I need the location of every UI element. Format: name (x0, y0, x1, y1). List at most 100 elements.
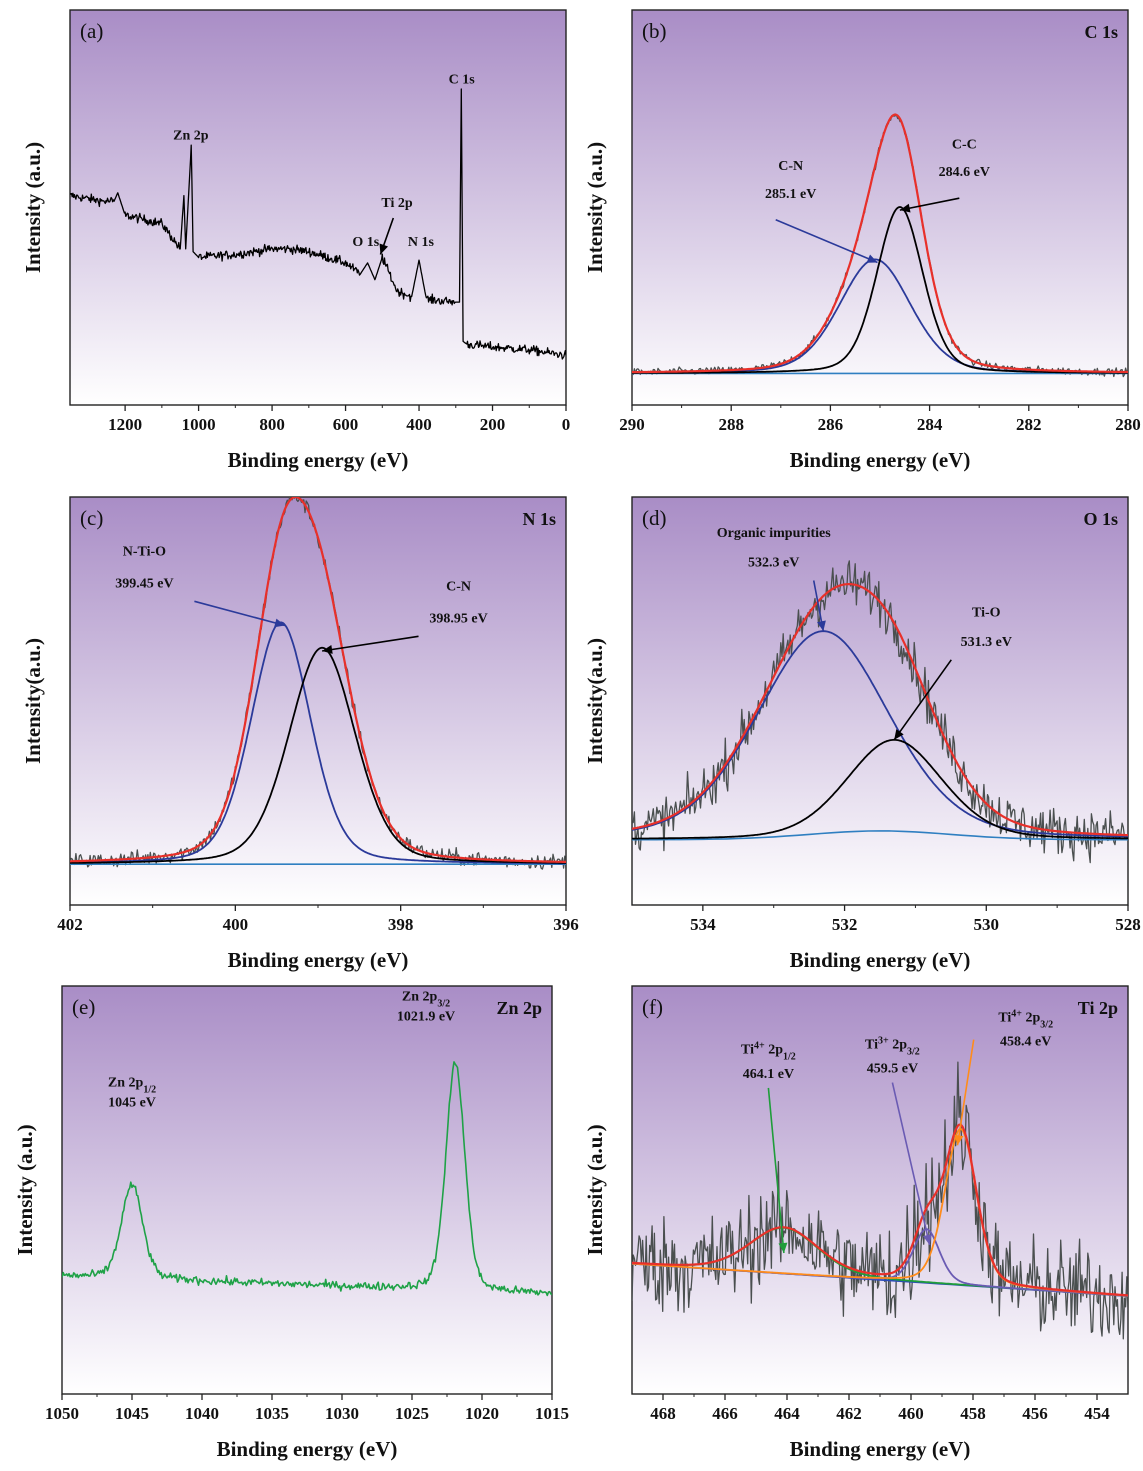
annotation-arrow (956, 1039, 975, 1146)
panel-label: (f) (642, 995, 663, 1019)
peak-annotation: 399.45 eV (115, 576, 173, 591)
peak-annotation: 532.3 eV (748, 556, 799, 571)
peak-annotation: 398.95 eV (429, 611, 487, 626)
peak-annotation: 285.1 eV (765, 187, 816, 202)
x-tick-label: 288 (718, 415, 744, 434)
survey-trace (70, 88, 566, 360)
x-tick-label: 402 (57, 915, 83, 934)
x-tick-label: 1200 (108, 415, 142, 434)
plot-curves-e (62, 1061, 552, 1297)
x-tick-label: 0 (562, 415, 571, 434)
x-tick-label: 284 (917, 415, 943, 434)
x-tick-label: 530 (974, 915, 1000, 934)
peak-annotation: Ti4+ 2p1/2 (741, 1040, 796, 1062)
annotation-arrow-head (922, 1234, 932, 1245)
peak-annotation: 531.3 eV (961, 635, 1012, 650)
x-tick-label: 464 (774, 1404, 800, 1423)
fit-envelope (632, 113, 1128, 374)
annotation-arrow (891, 1082, 931, 1246)
plot-area-c (69, 496, 567, 906)
x-tick-label: 400 (406, 415, 432, 434)
x-tick-label: 398 (388, 915, 414, 934)
y-axis-title: Intensity (a.u.) (583, 142, 607, 273)
annotation-arrow-head (954, 1134, 964, 1146)
plot-area-d (631, 496, 1129, 906)
y-axis-title: Intensity(a.u.) (21, 638, 45, 764)
annotation-arrow-head (778, 1242, 788, 1253)
peak-annotation: C-N (446, 580, 471, 595)
baseline-trace (632, 830, 1128, 841)
peak-annotation: O 1s (352, 235, 379, 250)
peak-annotation: 459.5 eV (867, 1062, 918, 1077)
peak-annotation: Organic impurities (717, 526, 831, 541)
x-axis-title: Binding energy (eV) (790, 448, 971, 472)
annotation-arrow-head (322, 645, 333, 654)
peak-annotation: 284.6 eV (939, 165, 990, 180)
annotation-arrow (899, 197, 960, 211)
x-axis-title: Binding energy (eV) (228, 948, 409, 972)
peak-annotation: C-N (778, 159, 803, 174)
peak-annotation: C-C (952, 137, 977, 152)
peak-annotation: 1045 eV (108, 1096, 156, 1111)
x-tick-label: 400 (223, 915, 249, 934)
x-axis-title: Binding energy (eV) (790, 948, 971, 972)
peak-annotation: Zn 2p1/2 (108, 1075, 156, 1095)
peak-annotation: 1021.9 eV (397, 1010, 455, 1025)
annotation-arrow-head (894, 729, 904, 740)
x-tick-label: 1015 (535, 1404, 569, 1423)
panel-label: (b) (642, 19, 667, 43)
x-axis-title: Binding energy (eV) (790, 1437, 971, 1461)
x-tick-label: 534 (690, 915, 716, 934)
panel-title: O 1s (1083, 509, 1118, 529)
panel-d: 534 532 530 528 Binding energy (eV) Intensity… (583, 496, 1141, 972)
annotation-arrow-head (274, 618, 285, 628)
annotation-arrow-head (866, 254, 878, 263)
x-tick-label: 460 (898, 1404, 924, 1423)
panel-label: (a) (80, 19, 103, 43)
annotation-arrow (322, 635, 419, 652)
peak-annotation: 458.4 eV (1000, 1035, 1051, 1050)
fit-envelope (70, 497, 566, 863)
x-tick-label: 1035 (255, 1404, 289, 1423)
panel-f: 468 466 464 462 460 458 456 454 Binding energy (… (583, 985, 1129, 1461)
panel-title: Zn 2p (496, 998, 542, 1018)
x-tick-label: 600 (333, 415, 359, 434)
plot-curves-f (632, 1061, 1128, 1340)
x-tick-label: 200 (480, 415, 506, 434)
panel-label: (e) (72, 995, 95, 1019)
x-tick-label: 454 (1084, 1404, 1110, 1423)
x-tick-label: 1020 (465, 1404, 499, 1423)
x-tick-label: 532 (832, 915, 858, 934)
peak-annotation: Ti3+ 2p3/2 (865, 1035, 920, 1057)
x-tick-label: 1050 (45, 1404, 79, 1423)
annotation-arrow (194, 600, 286, 627)
peak-annotation: 464.1 eV (743, 1067, 794, 1082)
panel-b: 290 288 286 284 282 280 Binding energy (eV) Int… (583, 9, 1141, 472)
panel-a: 1200 1000 800 600 400 200 0 Binding energy (eV)… (21, 9, 571, 472)
plot-area-f (631, 985, 1129, 1395)
annotation-arrow (767, 1087, 785, 1254)
plot-area-e (61, 985, 553, 1395)
x-tick-label: 290 (619, 415, 645, 434)
x-tick-label: 1040 (185, 1404, 219, 1423)
plot-curves-a (70, 88, 566, 360)
peak-annotation: Zn 2p (173, 128, 209, 143)
panel-title: N 1s (522, 509, 556, 529)
plot-curves-c (70, 497, 566, 871)
x-tick-label: 1030 (325, 1404, 359, 1423)
annotation-arrow (893, 659, 952, 741)
plot-area-b (631, 9, 1129, 406)
zn-trace (62, 1061, 552, 1297)
panel-c: 402 400 398 396 Binding energy (eV) Intensity… (21, 496, 579, 972)
peak-annotation: Ti 2p (381, 196, 412, 211)
component-0 (70, 621, 566, 865)
annotation-arrow (775, 219, 878, 264)
plot-curves-b (632, 113, 1128, 378)
x-tick-label: 1025 (395, 1404, 429, 1423)
y-axis-title: Intensity (a.u.) (13, 1124, 37, 1255)
x-tick-label: 800 (259, 415, 285, 434)
x-tick-label: 282 (1016, 415, 1042, 434)
panel-title: Ti 2p (1078, 998, 1118, 1018)
component-1 (632, 206, 1128, 374)
panel-title: C 1s (1084, 22, 1118, 42)
